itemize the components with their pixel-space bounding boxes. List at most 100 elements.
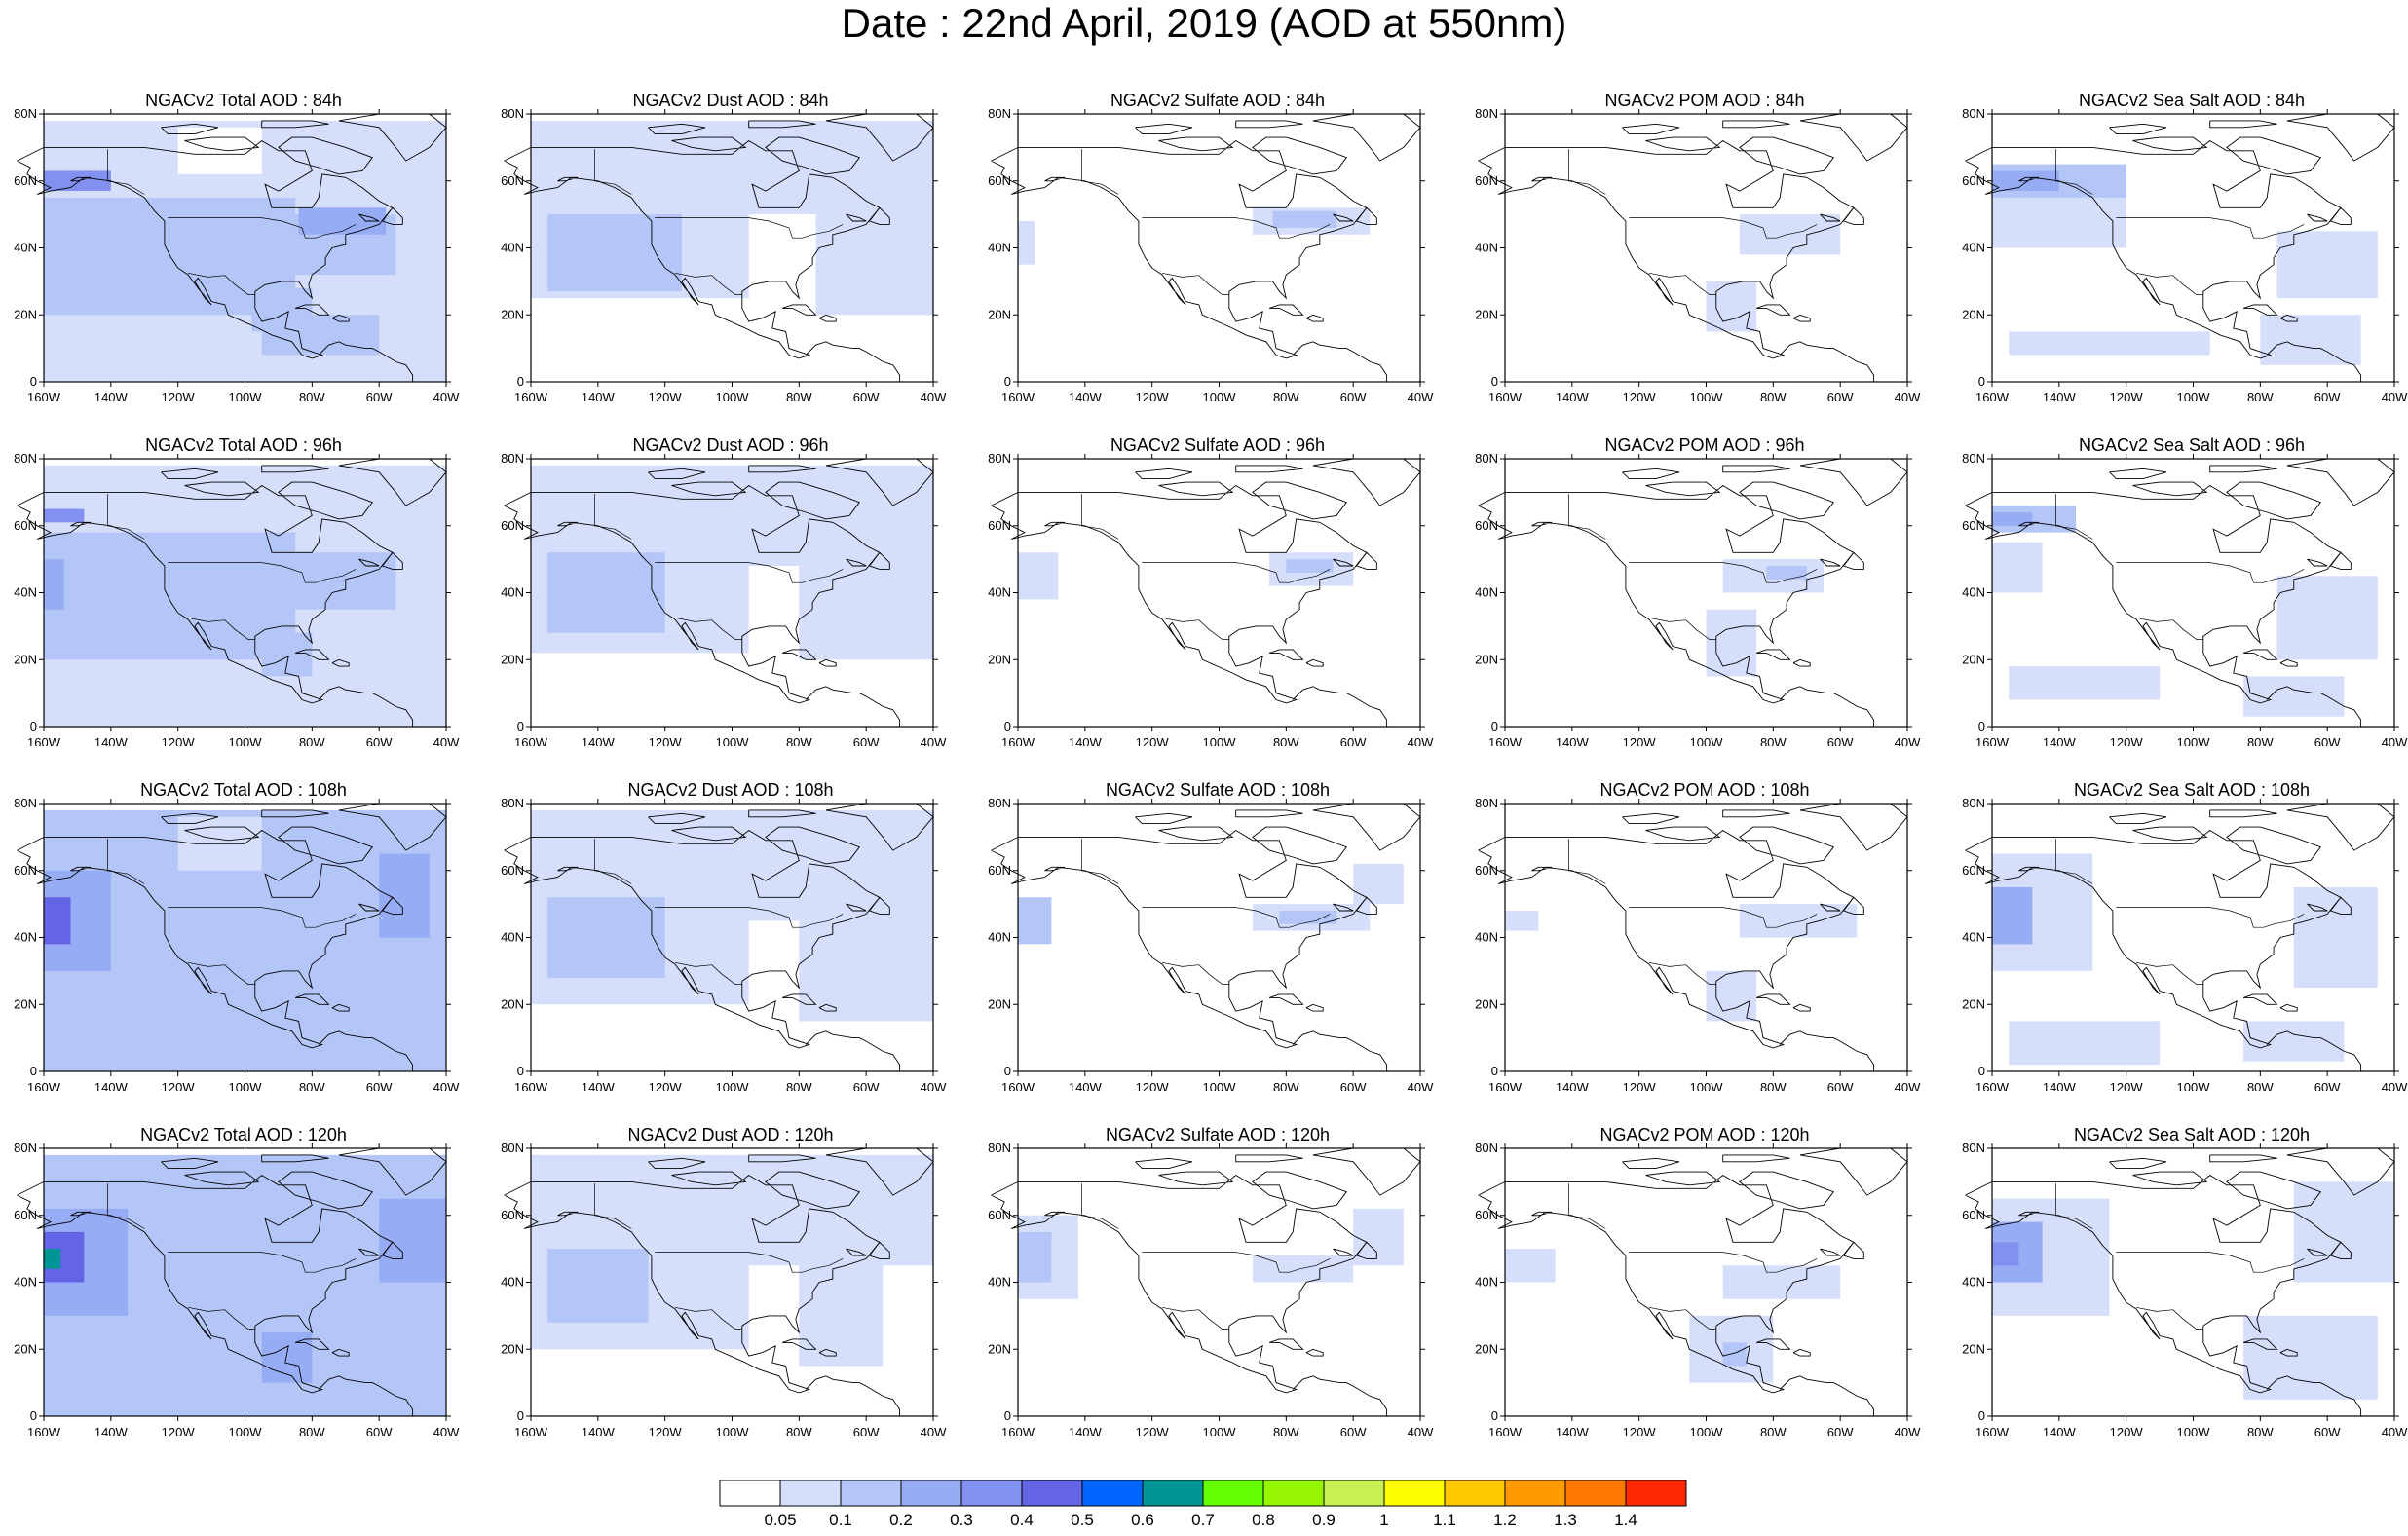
x-tick-label: 160W bbox=[1488, 391, 1523, 401]
x-tick-label: 140W bbox=[2043, 391, 2077, 401]
coastline bbox=[17, 1147, 447, 1416]
map-panel-pom-120h: 160W 140W 120W 100W 80W 60W 40W 0 20N 40N 60N 80N NG… bbox=[1461, 1124, 1948, 1436]
aod-cell-level-2 bbox=[261, 315, 380, 356]
panel-title: NGACv2 POM AOD : 84h bbox=[1604, 91, 1805, 110]
x-tick-label: 80W bbox=[1760, 1425, 1787, 1436]
x-tick-label: 160W bbox=[514, 735, 548, 746]
x-tick-label: 120W bbox=[162, 1080, 196, 1091]
x-tick-label: 100W bbox=[2177, 1080, 2211, 1091]
coastline bbox=[991, 113, 1421, 382]
x-tick-label: 100W bbox=[716, 391, 750, 401]
y-tick-label: 60N bbox=[1962, 518, 1985, 533]
colorbar-box bbox=[1564, 1480, 1627, 1507]
x-tick-label: 40W bbox=[433, 735, 460, 746]
x-tick-label: 80W bbox=[299, 391, 325, 401]
x-tick-label: 100W bbox=[229, 1425, 263, 1436]
aod-cell-level-3 bbox=[379, 853, 430, 938]
aod-cell-level-1 bbox=[2009, 331, 2210, 356]
aod-cell-level-1 bbox=[1353, 863, 1404, 905]
x-tick-label: 140W bbox=[1069, 391, 1103, 401]
y-tick-label: 20N bbox=[1962, 307, 1985, 321]
x-tick-label: 140W bbox=[1069, 1425, 1103, 1436]
x-tick-label: 100W bbox=[229, 735, 263, 746]
x-tick-label: 40W bbox=[2382, 1080, 2408, 1091]
country-border bbox=[1568, 149, 1818, 295]
x-tick-label: 60W bbox=[2314, 1080, 2341, 1091]
y-tick-label: 80N bbox=[988, 1141, 1011, 1155]
x-tick-label: 100W bbox=[1690, 391, 1724, 401]
colorbar-label: 0.05 bbox=[764, 1511, 796, 1529]
x-tick-label: 60W bbox=[1827, 1425, 1854, 1436]
x-tick-label: 40W bbox=[433, 1080, 460, 1091]
aod-field bbox=[1505, 904, 1858, 1022]
aod-cell-level-1 bbox=[2276, 231, 2378, 299]
aod-field bbox=[1992, 506, 2378, 717]
aod-cell-level-1 bbox=[2009, 666, 2161, 700]
panel-title: NGACv2 Sulfate AOD : 120h bbox=[1105, 1125, 1331, 1144]
aod-cell-level-1 bbox=[2009, 1021, 2161, 1066]
x-tick-label: 60W bbox=[853, 1080, 880, 1091]
x-tick-label: 120W bbox=[162, 1425, 196, 1436]
y-tick-label: 60N bbox=[1962, 173, 1985, 188]
panel-title: NGACv2 Sulfate AOD : 84h bbox=[1110, 91, 1326, 110]
x-tick-label: 140W bbox=[2043, 735, 2077, 746]
x-tick-label: 60W bbox=[853, 1425, 880, 1436]
x-tick-label: 80W bbox=[786, 735, 812, 746]
map-svg-pom-120h: 160W 140W 120W 100W 80W 60W 40W 0 20N 40N 60N 80N bbox=[1475, 1141, 1921, 1436]
coastline bbox=[1478, 803, 1908, 1071]
colorbar-label: 1.1 bbox=[1433, 1511, 1456, 1529]
aod-cell-level-1 bbox=[1353, 1208, 1404, 1266]
x-tick-label: 80W bbox=[299, 1080, 325, 1091]
x-tick-label: 60W bbox=[853, 735, 880, 746]
y-tick-label: 0 bbox=[1004, 1064, 1011, 1078]
colorbar-label: 0.3 bbox=[950, 1511, 973, 1529]
y-tick-label: 0 bbox=[30, 1064, 37, 1078]
colorbar-label: 0.9 bbox=[1312, 1511, 1336, 1529]
aod-field bbox=[1992, 853, 2378, 1066]
coastline bbox=[991, 1147, 1421, 1416]
country-border bbox=[107, 494, 357, 640]
x-tick-label: 100W bbox=[2177, 1425, 2211, 1436]
map-panel-sulfate-120h: 160W 140W 120W 100W 80W 60W 40W 0 20N 40N 60N 80N NG… bbox=[974, 1124, 1461, 1436]
aod-field bbox=[44, 465, 446, 727]
map-svg-sulfate-108h: 160W 140W 120W 100W 80W 60W 40W 0 20N 40N 60N 80N bbox=[988, 796, 1434, 1091]
panel-title: NGACv2 Sea Salt AOD : 96h bbox=[2078, 435, 2306, 455]
y-tick-label: 60N bbox=[1962, 1208, 1985, 1222]
x-tick-label: 80W bbox=[786, 1425, 812, 1436]
map-svg-total-120h: 160W 140W 120W 100W 80W 60W 40W 0 20N 40N 60N 80N bbox=[14, 1141, 460, 1436]
country-border bbox=[1568, 1183, 1818, 1330]
x-tick-label: 40W bbox=[1895, 1425, 1921, 1436]
colorbar-box bbox=[840, 1480, 902, 1507]
x-tick-label: 80W bbox=[1760, 1080, 1787, 1091]
country-border bbox=[2055, 494, 2305, 640]
x-tick-label: 100W bbox=[2177, 391, 2211, 401]
panel-title: NGACv2 Dust AOD : 120h bbox=[627, 1125, 834, 1144]
map-svg-pom-96h: 160W 140W 120W 100W 80W 60W 40W 0 20N 40N 60N 80N bbox=[1475, 451, 1921, 746]
x-tick-label: 40W bbox=[1895, 1080, 1921, 1091]
map-panel-total-120h: 160W 140W 120W 100W 80W 60W 40W 0 20N 40N 60N 80N NG… bbox=[0, 1124, 487, 1436]
y-tick-label: 0 bbox=[1978, 1408, 1985, 1423]
y-tick-label: 20N bbox=[1475, 1341, 1498, 1356]
y-tick-label: 80N bbox=[501, 796, 524, 810]
coastline bbox=[1965, 1147, 2395, 1416]
x-tick-label: 120W bbox=[1623, 735, 1657, 746]
aod-cell-level-2 bbox=[547, 1249, 649, 1323]
y-tick-label: 0 bbox=[30, 374, 37, 389]
colorbar-box bbox=[1202, 1480, 1264, 1507]
aod-field bbox=[44, 809, 446, 1071]
country-border bbox=[1568, 494, 1818, 640]
x-tick-label: 140W bbox=[1069, 735, 1103, 746]
y-tick-label: 40N bbox=[1475, 1275, 1498, 1290]
map-panel-pom-108h: 160W 140W 120W 100W 80W 60W 40W 0 20N 40N 60N 80N NG… bbox=[1461, 779, 1948, 1091]
coastline bbox=[1965, 113, 2395, 382]
coastline bbox=[1965, 458, 2395, 727]
coastline bbox=[1478, 1147, 1908, 1416]
aod-cell-level-1 bbox=[815, 197, 933, 316]
panel-title: NGACv2 Total AOD : 108h bbox=[140, 780, 347, 800]
map-svg-pom-108h: 160W 140W 120W 100W 80W 60W 40W 0 20N 40N 60N 80N bbox=[1475, 796, 1921, 1091]
y-tick-label: 0 bbox=[517, 1064, 524, 1078]
x-tick-label: 120W bbox=[162, 735, 196, 746]
colorbar-box bbox=[1625, 1480, 1687, 1507]
coastline bbox=[504, 803, 934, 1071]
coastline bbox=[17, 458, 447, 727]
